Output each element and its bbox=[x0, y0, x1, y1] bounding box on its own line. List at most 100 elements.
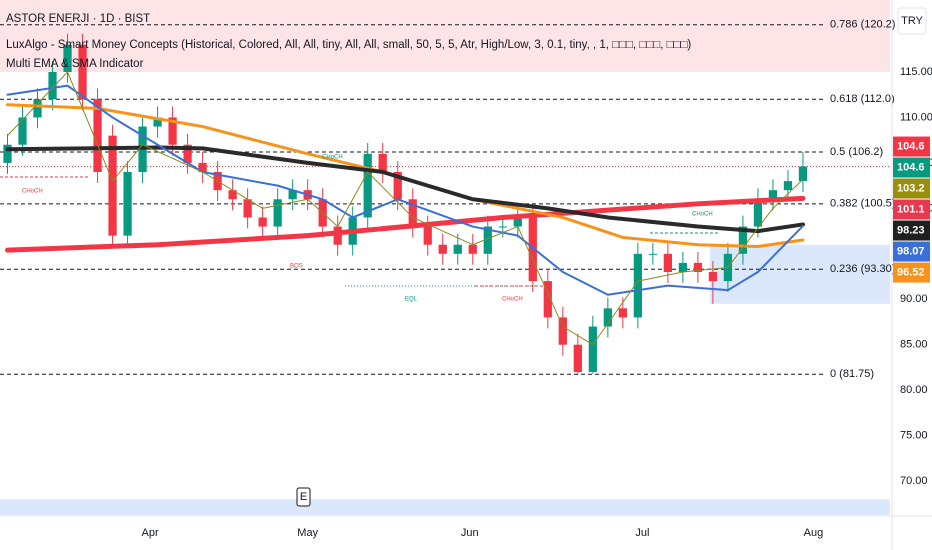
event-marker[interactable] bbox=[296, 487, 311, 507]
candle-body bbox=[408, 199, 417, 227]
currency-button[interactable] bbox=[897, 7, 927, 35]
moving-average bbox=[5, 195, 806, 253]
candle-body bbox=[243, 199, 252, 218]
zone bbox=[0, 499, 890, 515]
price-label-box bbox=[893, 199, 930, 220]
candle-body bbox=[753, 199, 763, 227]
price-label-box bbox=[893, 136, 930, 157]
candle-body bbox=[423, 226, 432, 245]
plot: 0.786 (120.2) 0.618 (112.0) 0.5 (106.2) 0.3… bbox=[0, 19, 895, 380]
candle-body bbox=[528, 217, 537, 282]
candle-body bbox=[633, 253, 642, 318]
fib-label: 0.382 (100.5) bbox=[830, 198, 895, 210]
candle-body bbox=[18, 117, 27, 145]
candle-body bbox=[588, 326, 597, 372]
price-label: 104.6 bbox=[897, 140, 925, 152]
candle-body bbox=[483, 226, 492, 254]
candle-body bbox=[798, 166, 808, 182]
annotation: CHoCH bbox=[502, 297, 523, 303]
fib-label: 0.236 (93.30) bbox=[830, 263, 895, 275]
fib-label: 0.786 (120.2) bbox=[830, 19, 895, 31]
indicator-label: LuxAlgo - Smart Money Concepts (Historic… bbox=[6, 39, 691, 51]
price-label-box bbox=[893, 157, 930, 178]
candle-body bbox=[438, 244, 447, 254]
price-label: 104.6 bbox=[897, 161, 925, 173]
zone bbox=[709, 244, 890, 304]
y-tick-label: 85.00 bbox=[900, 339, 928, 351]
candle-body bbox=[78, 44, 87, 100]
candle-body bbox=[48, 72, 57, 100]
candle-body bbox=[153, 117, 162, 127]
candle-body bbox=[558, 317, 567, 345]
candle-body bbox=[273, 199, 282, 227]
background bbox=[0, 0, 890, 515]
price-label: 98.07 bbox=[897, 245, 925, 257]
annotation: CHoCH bbox=[692, 212, 713, 218]
candle-body bbox=[498, 226, 507, 228]
x-tick-label: Aug bbox=[804, 527, 824, 539]
annotation: CHoCH bbox=[22, 189, 43, 195]
y-tick-label: 90.00 bbox=[900, 293, 928, 305]
candle-body bbox=[573, 344, 582, 372]
price-label-box bbox=[893, 220, 930, 241]
fib-label: 0.5 (106.2) bbox=[830, 146, 883, 158]
candle-body bbox=[108, 135, 117, 236]
price-label: 101.1 bbox=[897, 203, 925, 215]
candle-body bbox=[63, 44, 72, 72]
zone bbox=[0, 0, 890, 72]
moving-average bbox=[7, 71, 804, 346]
candle-body bbox=[708, 272, 718, 282]
y-tick-label: 110.00 bbox=[900, 111, 932, 123]
candle-body bbox=[93, 99, 102, 172]
candle-body bbox=[618, 308, 627, 318]
candle-body bbox=[3, 144, 12, 163]
moving-average bbox=[6, 84, 804, 296]
candle-body bbox=[258, 217, 267, 227]
annotation: EQL bbox=[405, 297, 418, 303]
fib-label: 0.618 (112.0) bbox=[830, 93, 895, 105]
fib-label: 0 (81.75) bbox=[830, 368, 874, 380]
indicator-label: Multi EMA & SMA Indicator bbox=[6, 58, 144, 70]
candle-body bbox=[288, 190, 297, 200]
x-tick-label: Apr bbox=[142, 527, 159, 539]
candle-body bbox=[393, 172, 402, 200]
candle-body bbox=[453, 244, 462, 254]
x-tick-label: Jul bbox=[635, 527, 649, 539]
candle-body bbox=[33, 99, 42, 118]
candle-body bbox=[678, 262, 688, 272]
candle-body bbox=[228, 190, 237, 200]
candle-body bbox=[663, 253, 673, 272]
candle-body bbox=[648, 253, 657, 255]
x-tick-label: May bbox=[297, 527, 318, 539]
annotation: BOS bbox=[290, 264, 303, 270]
price-label-box bbox=[893, 262, 930, 283]
candle-body bbox=[768, 190, 778, 200]
moving-average bbox=[5, 145, 805, 234]
candle-body bbox=[168, 117, 177, 145]
candle-body bbox=[123, 172, 132, 236]
candle-body bbox=[183, 144, 192, 163]
candle-body bbox=[543, 281, 552, 318]
currency-label: TRY bbox=[901, 15, 923, 27]
y-tick-label: 75.00 bbox=[900, 430, 928, 442]
chart-title: ASTOR ENERJI · 1D · BIST bbox=[6, 13, 150, 25]
y-tick-label: 115.00 bbox=[900, 66, 932, 78]
annotation: CHoCH bbox=[322, 155, 343, 161]
x-tick-label: Jun bbox=[461, 527, 479, 539]
candle-body bbox=[333, 226, 342, 245]
price-label: 96.52 bbox=[897, 266, 925, 278]
candle-body bbox=[513, 217, 522, 227]
candle-body bbox=[783, 181, 793, 191]
y-tick-label: 80.00 bbox=[900, 384, 928, 396]
price-label: 103.2 bbox=[897, 182, 925, 194]
candle-body bbox=[603, 308, 612, 327]
candle-body bbox=[378, 153, 387, 172]
candle-body bbox=[198, 162, 207, 172]
candle-body bbox=[693, 262, 703, 272]
candle-body bbox=[468, 244, 477, 254]
price-label: 98.23 bbox=[897, 224, 925, 236]
price-label-box bbox=[893, 241, 930, 262]
candle-body bbox=[363, 153, 372, 218]
candle-body bbox=[738, 226, 748, 254]
